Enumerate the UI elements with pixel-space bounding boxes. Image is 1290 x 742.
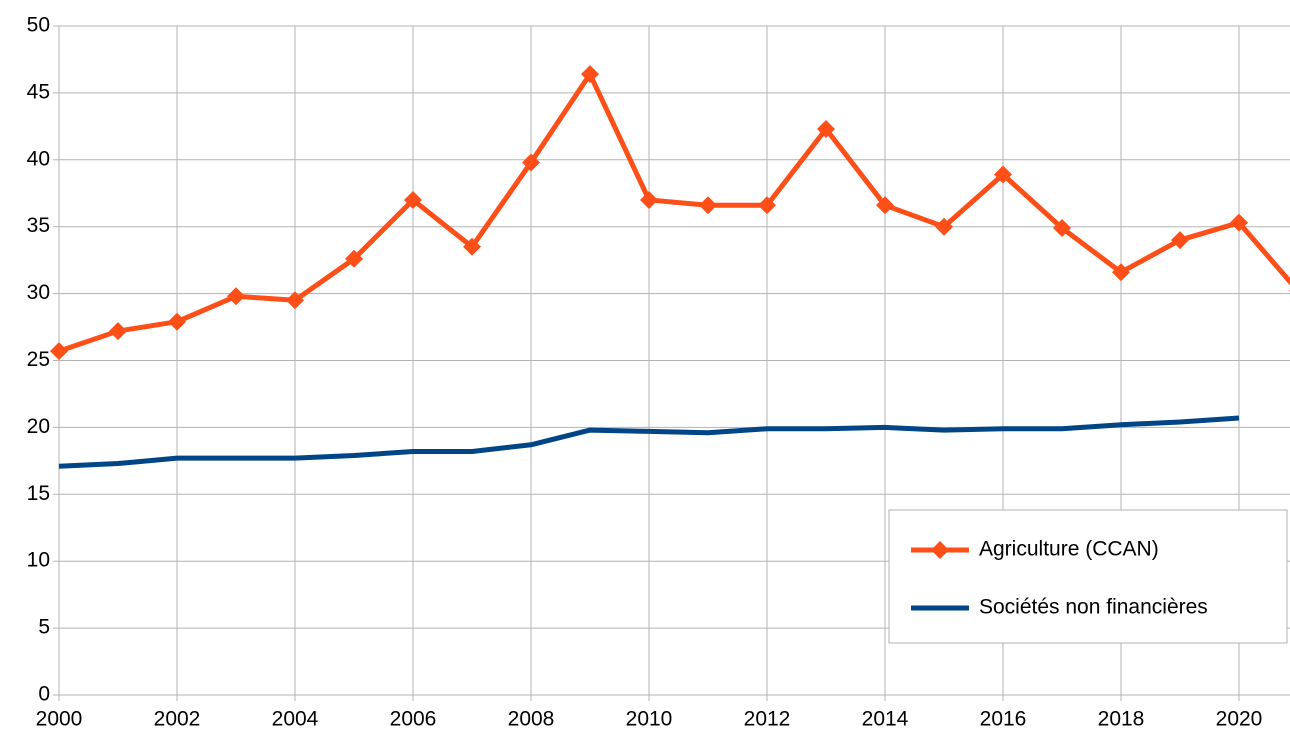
legend-box xyxy=(888,509,1288,644)
y-tick-label: 15 xyxy=(27,482,50,505)
marker xyxy=(1112,263,1130,282)
marker xyxy=(758,196,776,215)
y-tick-label: 25 xyxy=(27,348,50,371)
marker xyxy=(581,65,599,84)
marker xyxy=(345,249,363,268)
marker xyxy=(817,120,835,139)
x-tick-label: 2020 xyxy=(1216,708,1263,731)
x-tick-label: 2000 xyxy=(36,708,83,731)
y-tick-label: 35 xyxy=(27,214,50,237)
x-tick-label: 2014 xyxy=(862,708,909,731)
series-line xyxy=(58,71,1290,354)
marker xyxy=(1053,219,1071,238)
marker xyxy=(522,153,540,172)
marker xyxy=(1230,213,1248,232)
x-tick-label: 2010 xyxy=(626,708,673,731)
marker xyxy=(463,237,481,256)
marker xyxy=(699,196,717,215)
marker xyxy=(50,342,68,361)
x-tick-label: 2004 xyxy=(272,708,319,731)
x-tick-label: 2016 xyxy=(980,708,1027,731)
marker xyxy=(994,165,1012,184)
marker xyxy=(935,217,953,236)
marker xyxy=(227,287,245,306)
marker xyxy=(109,322,127,341)
y-tick-label: 40 xyxy=(27,147,50,170)
marker xyxy=(1171,231,1189,250)
legend-marker xyxy=(931,541,949,559)
y-tick-label: 10 xyxy=(27,549,50,572)
marker xyxy=(286,291,304,310)
y-tick-label: 45 xyxy=(27,80,50,103)
y-tick-label: 0 xyxy=(38,683,50,706)
x-tick-label: 2006 xyxy=(390,708,437,731)
y-tick-label: 20 xyxy=(27,415,50,438)
marker xyxy=(168,312,186,331)
x-tick-label: 2002 xyxy=(154,708,201,731)
marker xyxy=(876,196,894,215)
x-tick-label: 2008 xyxy=(508,708,555,731)
y-tick-label: 5 xyxy=(38,616,50,639)
x-tick-label: 2012 xyxy=(744,708,791,731)
marker xyxy=(404,190,422,209)
x-tick-label: 2018 xyxy=(1098,708,1145,731)
series-line xyxy=(58,415,1240,469)
legend-label: Sociétés non financières xyxy=(979,596,1208,619)
y-tick-label: 50 xyxy=(27,14,50,37)
y-tick-label: 30 xyxy=(27,281,50,304)
marker xyxy=(640,190,658,209)
legend-label: Agriculture (CCAN) xyxy=(979,538,1159,561)
